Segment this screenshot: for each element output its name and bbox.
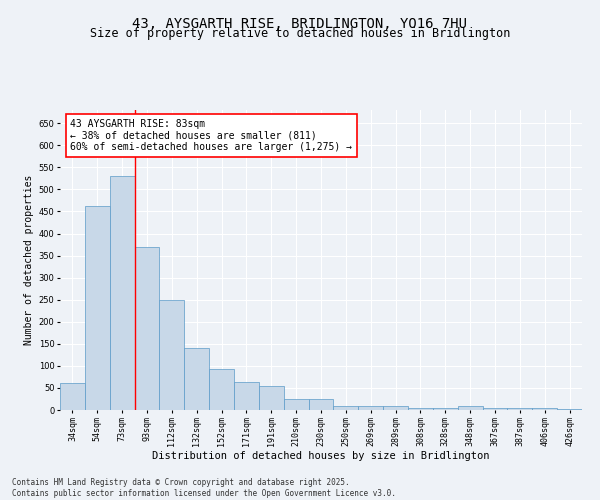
Bar [358,406,383,410]
Bar [134,247,160,410]
Bar [184,348,209,410]
Bar [408,408,433,410]
Bar [60,382,85,410]
Text: Contains HM Land Registry data © Crown copyright and database right 2025.
Contai: Contains HM Land Registry data © Crown c… [12,478,396,498]
Text: Size of property relative to detached houses in Bridlington: Size of property relative to detached ho… [90,28,510,40]
Bar [557,408,582,410]
Y-axis label: Number of detached properties: Number of detached properties [25,175,34,345]
Bar [334,406,358,410]
Bar [110,176,134,410]
Text: 43 AYSGARTH RISE: 83sqm
← 38% of detached houses are smaller (811)
60% of semi-d: 43 AYSGARTH RISE: 83sqm ← 38% of detache… [70,119,352,152]
Bar [482,408,508,410]
Bar [458,406,482,410]
X-axis label: Distribution of detached houses by size in Bridlington: Distribution of detached houses by size … [152,451,490,461]
Bar [532,408,557,410]
Bar [259,386,284,410]
Bar [234,382,259,410]
Bar [160,300,184,410]
Text: 43, AYSGARTH RISE, BRIDLINGTON, YO16 7HU: 43, AYSGARTH RISE, BRIDLINGTON, YO16 7HU [133,18,467,32]
Bar [209,370,234,410]
Bar [284,399,308,410]
Bar [508,408,532,410]
Bar [85,206,110,410]
Bar [383,406,408,410]
Bar [308,399,334,410]
Bar [433,408,458,410]
